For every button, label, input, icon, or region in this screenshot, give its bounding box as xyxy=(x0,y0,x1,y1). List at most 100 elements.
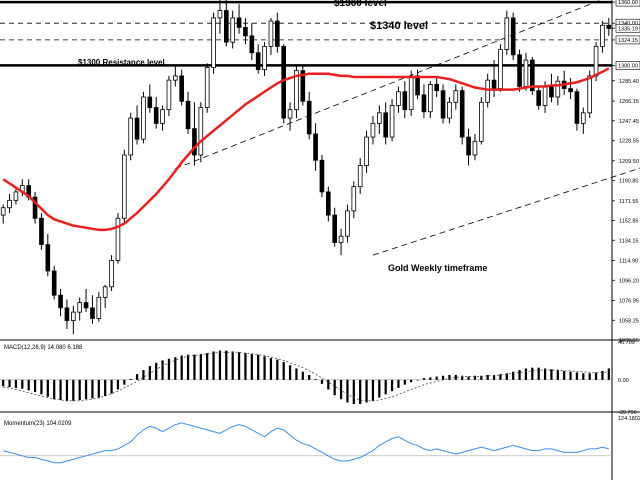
candle-body xyxy=(357,165,363,188)
macd-bar xyxy=(308,374,311,380)
macd-bar xyxy=(116,379,120,390)
macd-bar xyxy=(512,371,515,380)
level-label-1340: $1340 level xyxy=(370,20,428,32)
macd-bar xyxy=(237,352,241,380)
macd-bar xyxy=(225,350,228,380)
macd-bar xyxy=(582,373,585,380)
macd-bar xyxy=(244,353,247,380)
candle-body xyxy=(415,75,420,96)
macd-bar xyxy=(320,379,324,384)
candle-body xyxy=(122,154,127,219)
macd-bar xyxy=(257,354,260,380)
candle-body xyxy=(77,302,83,313)
candle-body xyxy=(192,128,197,156)
candle-body xyxy=(376,112,382,124)
macd-bar xyxy=(199,353,202,380)
candle-body xyxy=(472,140,478,156)
macd-bar xyxy=(104,379,107,396)
macd-bar xyxy=(575,372,579,380)
candle-body xyxy=(498,49,503,89)
candle-body xyxy=(262,45,267,70)
price-tag-box xyxy=(615,35,640,45)
macd-bar xyxy=(461,375,464,380)
macd-bar xyxy=(46,379,49,397)
candle-body xyxy=(204,67,210,108)
candle-body xyxy=(306,100,312,135)
candle-body xyxy=(447,101,452,119)
candle-body xyxy=(325,191,331,216)
macd-bar xyxy=(174,357,177,380)
macd-bar xyxy=(403,379,406,385)
macd-signal-line xyxy=(3,351,609,402)
macd-bar xyxy=(301,371,304,380)
candle-body xyxy=(389,105,395,138)
macd-bar xyxy=(142,370,145,380)
momentum-label: Momentum(23) 104.0209 xyxy=(4,421,72,427)
candle-body xyxy=(574,91,580,124)
macd-bar xyxy=(110,379,113,394)
macd-bar xyxy=(72,379,75,401)
macd-bar xyxy=(327,379,330,390)
price-tick-label: 1134.15 xyxy=(619,238,638,244)
candle-body xyxy=(466,136,471,156)
level-label-1360: $1360 level xyxy=(334,0,387,9)
candle-body xyxy=(313,133,318,161)
candle-body xyxy=(83,302,89,309)
macd-bar xyxy=(339,379,343,400)
candle-body xyxy=(396,91,401,106)
candle-body xyxy=(71,311,76,321)
macd-bar xyxy=(193,354,196,380)
candle-body xyxy=(223,10,229,43)
macd-bar xyxy=(333,379,336,396)
candle-body xyxy=(370,122,376,138)
candle-body xyxy=(198,107,204,156)
macd-bar xyxy=(263,356,266,380)
candle-body xyxy=(504,17,510,50)
macd-bar xyxy=(397,379,400,388)
macd-bar xyxy=(123,379,126,385)
macd-bar xyxy=(295,368,298,380)
macd-bar xyxy=(78,379,81,401)
candle-body xyxy=(236,17,242,28)
macd-bar xyxy=(531,367,534,380)
candle-body xyxy=(491,79,497,89)
macd-bar xyxy=(59,379,62,401)
candle-body xyxy=(581,112,586,124)
macd-bar xyxy=(359,379,362,405)
price-tag-label: 1360.00 xyxy=(618,0,638,6)
trendline-1 xyxy=(372,167,640,256)
candle-body xyxy=(0,207,6,216)
candle-body xyxy=(536,90,542,106)
candle-body xyxy=(45,244,51,272)
macd-bar xyxy=(180,355,183,380)
candle-body xyxy=(459,90,465,138)
candle-body xyxy=(51,270,57,296)
candle-body xyxy=(523,59,529,87)
candle-body xyxy=(408,75,414,111)
macd-bar xyxy=(276,359,279,380)
macd-bar xyxy=(435,376,438,380)
candle-body xyxy=(421,94,427,113)
candle-body xyxy=(338,235,344,243)
momentum-line xyxy=(3,422,609,464)
candle-body xyxy=(102,286,108,298)
macd-tick-label: 46.709 xyxy=(618,340,635,346)
candle-body xyxy=(530,59,535,92)
macd-bar xyxy=(499,374,502,380)
macd-bar xyxy=(550,369,553,380)
candle-body xyxy=(153,107,159,124)
candle-body xyxy=(383,112,388,138)
macd-bar xyxy=(14,379,18,388)
macd-bar xyxy=(422,378,426,380)
candle-body xyxy=(217,10,223,19)
macd-bar xyxy=(218,350,222,380)
price-tag-box xyxy=(615,0,640,7)
macd-bar xyxy=(65,379,69,401)
macd-bar xyxy=(569,371,572,380)
candle-body xyxy=(166,79,172,111)
macd-bar xyxy=(448,374,451,380)
timeframe-annotation: Gold Weekly timeframe xyxy=(388,263,487,273)
candle-body xyxy=(7,199,12,209)
candle-body xyxy=(294,70,299,111)
candle-body xyxy=(300,70,306,102)
